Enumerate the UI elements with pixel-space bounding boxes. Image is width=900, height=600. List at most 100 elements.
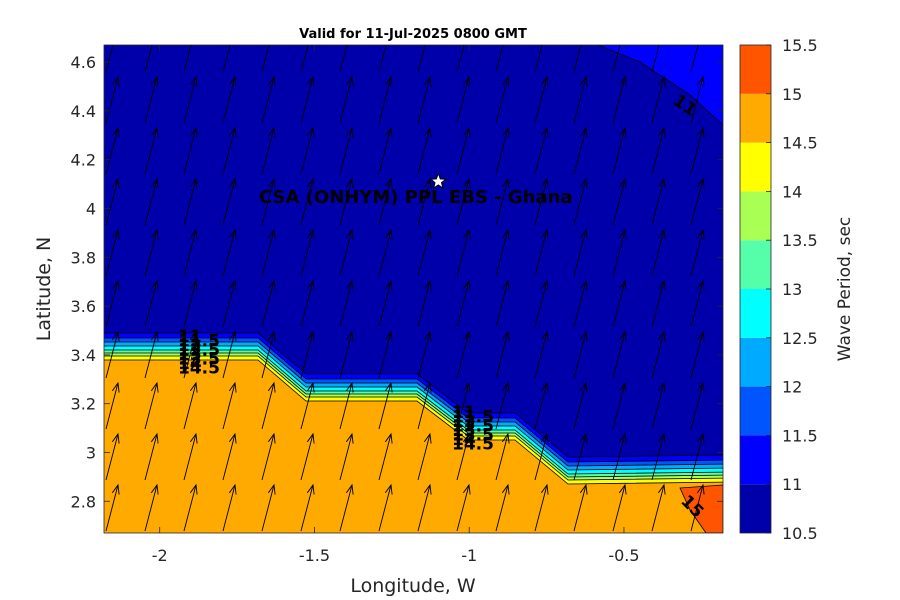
arrow-shaft [105, 127, 119, 175]
colorbar-tick-label-7: 12 [782, 378, 802, 397]
arrow-head [696, 330, 705, 342]
arrow-head [696, 381, 705, 393]
arrow-head [501, 432, 510, 444]
colorbar-segment-2 [740, 386, 771, 436]
site-star-icon [429, 172, 448, 190]
arrow-head [540, 330, 549, 342]
colorbar-segment-8 [740, 93, 771, 143]
arrow-head [306, 381, 315, 393]
arrow-shaft [378, 484, 392, 532]
arrow-head [501, 75, 510, 87]
arrow-head [423, 75, 432, 87]
arrow-shaft [690, 178, 704, 226]
arrow-shaft [105, 280, 119, 328]
arrow-shaft [534, 331, 548, 379]
arrow-head [111, 330, 120, 342]
arrow-shaft [378, 127, 392, 175]
arrow-shaft [456, 382, 470, 430]
arrow-shaft [105, 331, 119, 379]
arrow-head [579, 228, 588, 240]
arrow-shaft [339, 178, 353, 226]
arrow-head [189, 330, 198, 342]
arrow-shaft [573, 45, 582, 73]
arrow-shaft [183, 382, 197, 430]
arrow-shaft [300, 280, 314, 328]
arrow-head [189, 279, 198, 291]
arrow-shaft [495, 229, 509, 277]
arrow-shaft [612, 45, 621, 73]
arrow-shaft [144, 45, 153, 73]
arrow-shaft [261, 331, 275, 379]
arrow-head [267, 330, 276, 342]
arrow-head [268, 26, 275, 36]
site-label: CSA (ONHYM) PPL EBS - Ghana [259, 187, 573, 208]
x-tick-label-3: -0.5 [608, 546, 639, 565]
colorbar-segment-6 [740, 191, 771, 241]
arrow-shaft [651, 484, 665, 532]
arrow-head [150, 432, 159, 444]
colorbar-tick-label-0: 15.5 [782, 36, 818, 55]
arrow-shaft [690, 484, 704, 532]
arrow-shaft [417, 229, 431, 277]
arrow-shaft [573, 331, 587, 379]
contour-label-central-0: 11 [452, 403, 476, 423]
arrow-shaft [261, 484, 275, 532]
arrow-shaft [300, 331, 314, 379]
contour-label-west-3: 12.5 [178, 341, 220, 361]
arrow-head [657, 177, 666, 189]
contour-label-west-5: 13.5 [178, 350, 220, 370]
colorbar-tick-label-3: 14 [782, 182, 802, 201]
y-tick-label-4: 3.8 [71, 248, 96, 267]
arrow-head [228, 432, 237, 444]
colorbar-segment-9 [740, 45, 771, 94]
arrow-head [111, 279, 120, 291]
arrow-head [229, 26, 236, 36]
arrow-head [657, 432, 666, 444]
arrow-shaft [651, 178, 665, 226]
arrow-head [423, 330, 432, 342]
arrow-shaft [378, 229, 392, 277]
arrow-head [150, 177, 159, 189]
arrow-shaft [222, 127, 236, 175]
colorbar-segment-7 [740, 142, 771, 192]
arrow-head [618, 228, 627, 240]
arrow-head [111, 177, 120, 189]
arrow-head [423, 381, 432, 393]
arrow-shaft [495, 280, 509, 328]
arrow-head [657, 330, 666, 342]
arrow-head [501, 228, 510, 240]
arrow-head [580, 26, 587, 36]
arrow-shaft [261, 76, 275, 124]
band-7 [104, 359, 723, 533]
arrow-shaft [417, 45, 426, 73]
arrow-head [579, 483, 588, 495]
arrow-shaft [339, 433, 353, 481]
y-tick-label-8: 3 [86, 443, 96, 462]
arrow-shaft [456, 433, 470, 481]
x-tick-label-1: -1.5 [299, 546, 330, 565]
arrow-shaft [417, 280, 431, 328]
arrow-head [540, 483, 549, 495]
arrow-head [306, 432, 315, 444]
contour-label-west-4: 13 [178, 345, 202, 365]
arrow-shaft [183, 433, 197, 481]
arrow-shaft [183, 127, 197, 175]
arrow-head [579, 381, 588, 393]
arrow-shaft [183, 280, 197, 328]
arrow-head [228, 228, 237, 240]
arrow-head [189, 483, 198, 495]
arrow-head [267, 75, 276, 87]
arrow-shaft [534, 382, 548, 430]
arrow-shaft [456, 280, 470, 328]
arrow-shaft [651, 127, 665, 175]
arrow-shaft [573, 484, 587, 532]
x-tick-label-0: -2 [152, 546, 168, 565]
arrow-head [111, 483, 120, 495]
contour-label-west-7: 14.5 [178, 359, 220, 379]
arrow-head [267, 483, 276, 495]
arrow-shaft [417, 127, 431, 175]
arrow-head [540, 279, 549, 291]
arrow-head [696, 279, 705, 291]
arrow-shaft [183, 76, 197, 124]
